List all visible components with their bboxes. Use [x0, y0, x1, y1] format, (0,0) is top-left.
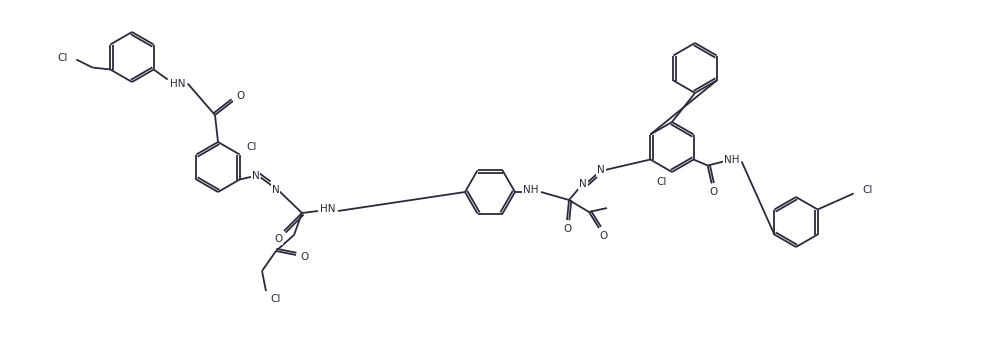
Text: N: N	[252, 171, 260, 181]
Text: O: O	[599, 231, 607, 241]
Text: NH: NH	[724, 155, 739, 165]
Text: Cl: Cl	[271, 294, 281, 304]
Text: Cl: Cl	[862, 185, 873, 195]
Text: O: O	[274, 234, 282, 244]
Text: Cl: Cl	[656, 177, 667, 187]
Text: HN: HN	[170, 79, 185, 89]
Text: NH: NH	[523, 185, 539, 195]
Text: N: N	[580, 179, 586, 189]
Text: O: O	[300, 252, 308, 262]
Text: O: O	[709, 186, 717, 196]
Text: N: N	[597, 165, 605, 175]
Text: HN: HN	[320, 204, 336, 214]
Text: Cl: Cl	[246, 141, 257, 151]
Text: O: O	[236, 91, 244, 101]
Text: O: O	[563, 224, 571, 234]
Text: Cl: Cl	[57, 52, 68, 62]
Text: N: N	[272, 185, 279, 195]
